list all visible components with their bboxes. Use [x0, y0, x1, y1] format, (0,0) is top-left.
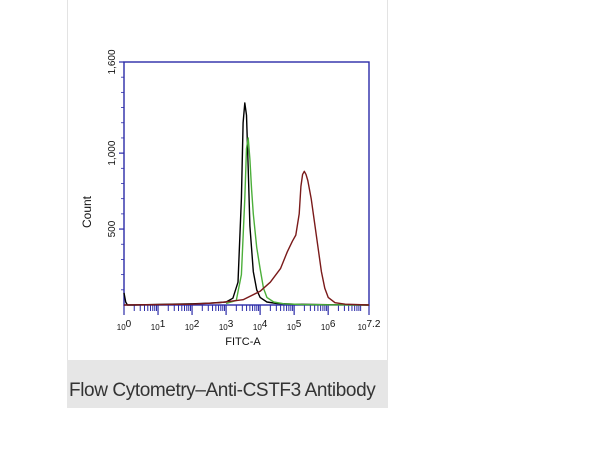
x-tick-label: 104: [253, 319, 268, 332]
x-tick-label: 107.2: [358, 319, 381, 332]
series-line-2: [225, 137, 370, 306]
y-tick-label: 1,600: [107, 49, 118, 74]
y-tick-label: 500: [107, 220, 118, 237]
x-tick-label: 106: [321, 319, 336, 332]
x-tick-label: 103: [219, 319, 234, 332]
figure-caption: Flow Cytometry–Anti-CSTF3 Antibody: [69, 380, 376, 401]
x-axis-label: FITC-A: [225, 336, 261, 348]
series-line-1: [123, 102, 370, 306]
y-tick-label: 1,000: [107, 140, 118, 165]
y-axis-label: Count: [80, 195, 94, 228]
x-tick-label: 102: [185, 319, 200, 332]
plot-frame: [123, 61, 370, 306]
x-tick-label: 105: [287, 319, 302, 332]
x-tick-label: 100: [117, 319, 132, 332]
series-line-3: [123, 170, 370, 306]
caption-bar: Flow Cytometry–Anti-CSTF3 Antibody: [67, 360, 388, 408]
figure-card: [67, 0, 388, 408]
x-tick-label: 101: [151, 319, 166, 332]
